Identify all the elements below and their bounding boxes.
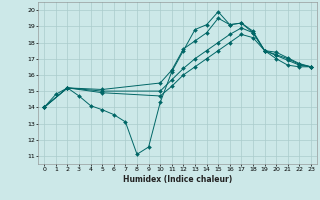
X-axis label: Humidex (Indice chaleur): Humidex (Indice chaleur) [123,175,232,184]
